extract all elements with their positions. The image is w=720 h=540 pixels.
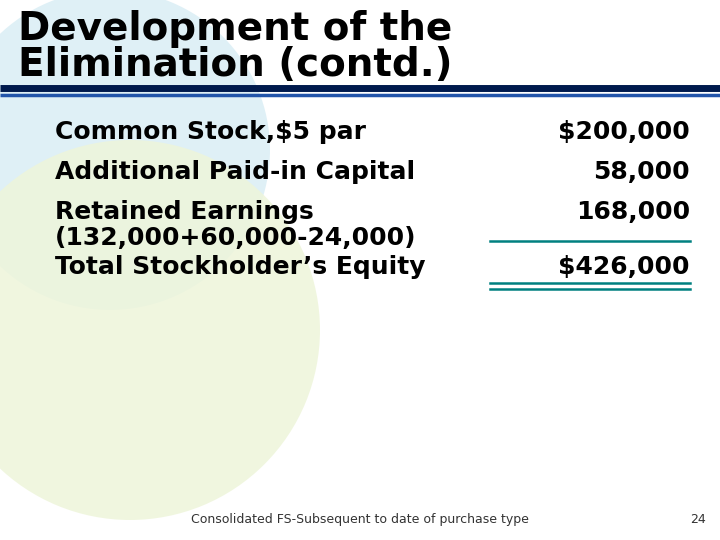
- Text: Retained Earnings: Retained Earnings: [55, 200, 314, 224]
- Text: Development of the: Development of the: [18, 10, 452, 48]
- Wedge shape: [0, 0, 270, 310]
- Text: 168,000: 168,000: [576, 200, 690, 224]
- Text: 58,000: 58,000: [593, 160, 690, 184]
- Text: (132,000+60,000-24,000): (132,000+60,000-24,000): [55, 226, 416, 250]
- Text: 24: 24: [690, 513, 706, 526]
- Text: Total Stockholder’s Equity: Total Stockholder’s Equity: [55, 255, 426, 279]
- Text: Elimination (contd.): Elimination (contd.): [18, 46, 452, 84]
- Text: $200,000: $200,000: [558, 120, 690, 144]
- Text: Additional Paid-in Capital: Additional Paid-in Capital: [55, 160, 415, 184]
- Wedge shape: [0, 140, 320, 520]
- Text: $426,000: $426,000: [559, 255, 690, 279]
- Text: Common Stock,$5 par: Common Stock,$5 par: [55, 120, 366, 144]
- Text: Consolidated FS-Subsequent to date of purchase type: Consolidated FS-Subsequent to date of pu…: [191, 513, 529, 526]
